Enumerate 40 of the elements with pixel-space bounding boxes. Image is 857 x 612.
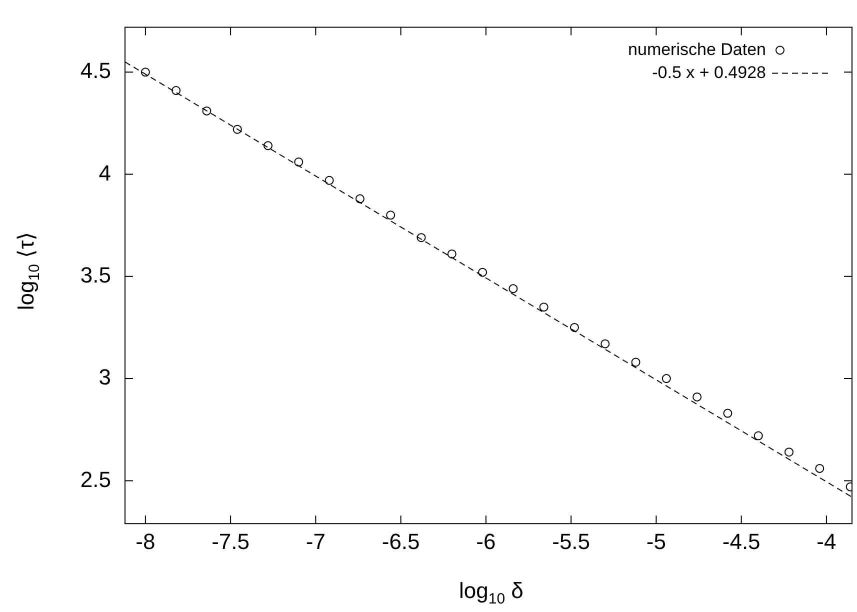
y-tick-label: 2.5 xyxy=(80,466,111,492)
point xyxy=(723,408,732,418)
x-tick-label: -7.5 xyxy=(212,528,250,554)
point xyxy=(631,358,640,367)
x-tick-label: -6.5 xyxy=(382,528,420,554)
x-tick-label: -5.5 xyxy=(552,528,590,554)
y-tick-label: 4.5 xyxy=(80,58,111,84)
x-tick-label: -8 xyxy=(136,528,156,554)
point xyxy=(140,68,150,77)
point xyxy=(355,194,364,204)
point xyxy=(815,464,824,473)
point xyxy=(202,106,212,116)
x-tick-label: -4 xyxy=(816,528,836,554)
y-tick-label: 3.5 xyxy=(80,262,111,288)
legend-label: numerische Daten xyxy=(628,40,766,59)
point xyxy=(264,141,273,150)
x-axis-title: log$_{10}$ δ xyxy=(459,578,524,608)
point xyxy=(386,210,396,220)
y-tick-label: 4 xyxy=(98,160,111,186)
point xyxy=(600,339,610,348)
point xyxy=(570,322,579,332)
point xyxy=(784,448,794,457)
y-tick-label: 3 xyxy=(98,364,111,390)
point xyxy=(662,374,671,384)
x-tick-label: -4.5 xyxy=(722,528,760,554)
point xyxy=(416,233,426,242)
x-tick-label: -6 xyxy=(476,528,496,554)
point xyxy=(294,158,304,167)
point xyxy=(232,124,242,134)
point xyxy=(324,176,334,185)
point xyxy=(172,86,181,96)
point xyxy=(447,249,456,258)
point xyxy=(478,268,488,277)
point xyxy=(508,284,518,294)
point xyxy=(692,392,702,402)
point xyxy=(754,431,763,440)
x-tick-label: -5 xyxy=(646,528,666,554)
x-tick-label: -7 xyxy=(306,528,326,554)
point xyxy=(539,302,548,312)
legend-label: -0.5 x + 0.4928 xyxy=(652,62,766,82)
